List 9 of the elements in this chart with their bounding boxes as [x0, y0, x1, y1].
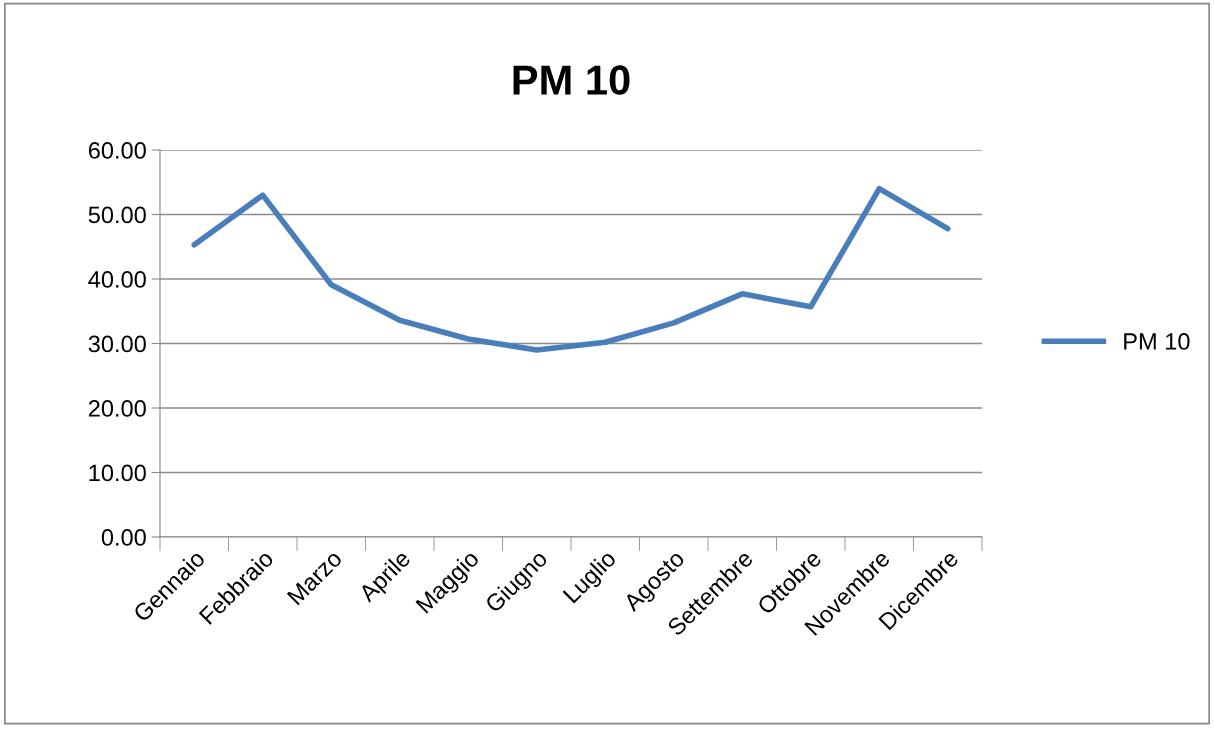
y-tick-label: 30.00 [88, 335, 146, 353]
y-tick-label: 10.00 [89, 464, 146, 482]
y-tick-label: 40.00 [88, 271, 146, 288]
y-tick-label: 20.00 [88, 400, 146, 417]
chart-title: PM 10 [513, 65, 630, 95]
legend-label: PM 10 [1124, 333, 1190, 350]
y-tick-label: 50.00 [88, 206, 146, 224]
y-tick-label: 60.00 [88, 142, 146, 159]
y-tick-label: 0.00 [101, 529, 146, 546]
